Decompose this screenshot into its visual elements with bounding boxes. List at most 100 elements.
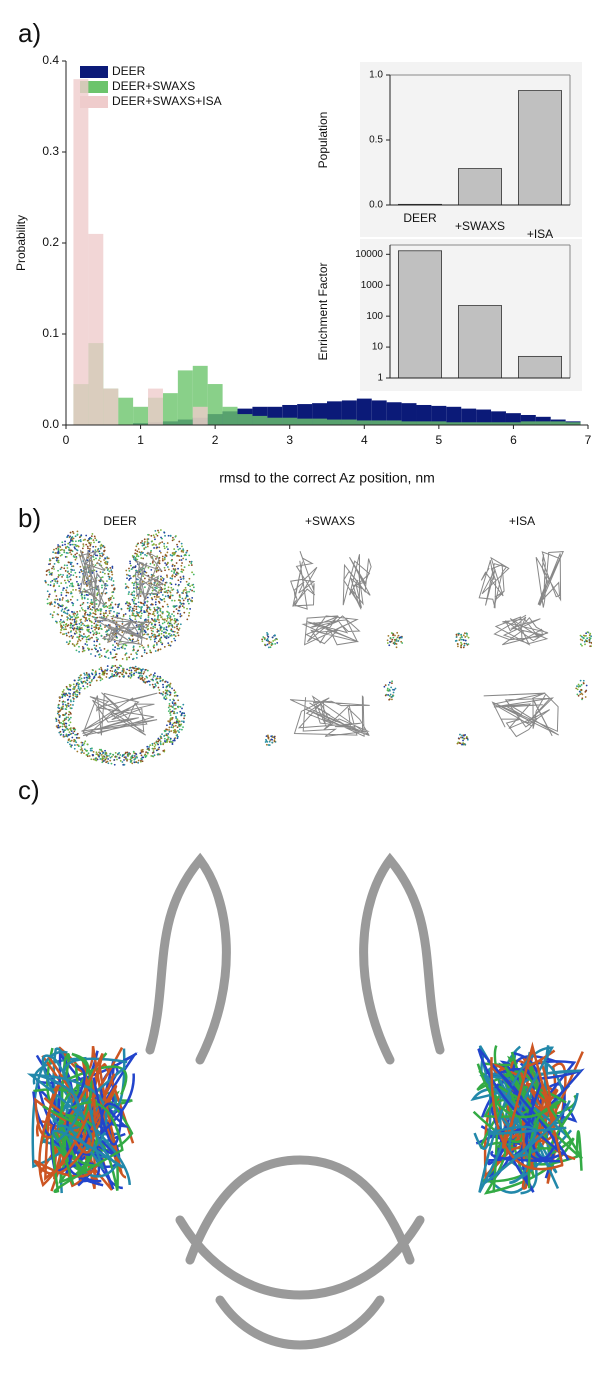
- cloud-dot: [124, 654, 126, 656]
- cloud-dot: [46, 574, 48, 576]
- cloud-dot: [152, 743, 154, 745]
- cloud-dot: [91, 750, 93, 752]
- cloud-dot: [147, 538, 149, 540]
- cloud-dot: [125, 570, 127, 572]
- cloud-dot: [179, 594, 181, 596]
- cloud-dot: [180, 565, 182, 567]
- cloud-dot: [110, 757, 112, 759]
- cloud-dot: [398, 635, 400, 637]
- cloud-dot: [167, 618, 169, 620]
- cloud-dot: [87, 598, 89, 600]
- cloud-dot: [167, 623, 169, 625]
- cloud-dot: [72, 596, 74, 598]
- cloud-dot: [170, 730, 172, 732]
- cloud-dot: [164, 601, 166, 603]
- cloud-dot: [153, 750, 155, 752]
- cloud-dot: [66, 546, 68, 548]
- cloud-dot: [57, 576, 59, 578]
- cloud-dot: [132, 576, 134, 578]
- cloud-dot: [175, 702, 177, 704]
- cloud-dot: [98, 654, 100, 656]
- cloud-dot: [130, 761, 132, 763]
- cloud-dot: [80, 674, 82, 676]
- cloud-dot: [193, 591, 195, 593]
- cloud-dot: [162, 558, 164, 560]
- cloud-dot: [180, 571, 182, 573]
- cloud-dot: [57, 725, 59, 727]
- cloud-dot: [142, 756, 144, 758]
- cloud-dot: [45, 582, 47, 584]
- cloud-dot: [133, 602, 135, 604]
- cloud-dot: [76, 751, 78, 753]
- cloud-dot: [178, 629, 180, 631]
- cloud-dot: [270, 641, 272, 643]
- cloud-dot: [93, 644, 95, 646]
- cloud-dot: [191, 564, 193, 566]
- cloud-dot: [127, 755, 129, 757]
- cloud-dot: [460, 736, 462, 738]
- cloud-dot: [457, 643, 459, 645]
- cloud-dot: [87, 630, 89, 632]
- cloud-dot: [140, 595, 142, 597]
- cloud-dot: [135, 666, 137, 668]
- cloud-dot: [86, 679, 88, 681]
- cloud-dot: [111, 595, 113, 597]
- cloud-dot: [58, 560, 60, 562]
- cloud-dot: [127, 602, 129, 604]
- cloud-dot: [112, 644, 114, 646]
- cloud-dot: [78, 584, 80, 586]
- cloud-dot: [92, 616, 94, 618]
- column-title: +ISA: [509, 514, 535, 528]
- cloud-dot: [77, 613, 79, 615]
- cloud-dot: [153, 611, 155, 613]
- cloud-dot: [144, 753, 146, 755]
- cloud-dot: [73, 683, 75, 685]
- cloud-dot: [150, 755, 152, 757]
- cloud-dot: [175, 535, 177, 537]
- cloud-dot: [147, 606, 149, 608]
- cloud-dot: [71, 740, 73, 742]
- cloud-dot: [95, 633, 97, 635]
- cloud-dot: [105, 612, 107, 614]
- cloud-dot: [72, 613, 74, 615]
- cloud-dot: [460, 642, 462, 644]
- cloud-dot: [85, 544, 87, 546]
- cloud-dot: [68, 562, 70, 564]
- cloud-dot: [58, 585, 60, 587]
- cloud-dot: [589, 645, 591, 647]
- cloud-dot: [67, 734, 69, 736]
- cloud-dot: [56, 558, 58, 560]
- cloud-dot: [157, 611, 159, 613]
- cloud-dot: [79, 628, 81, 630]
- cloud-dot: [68, 714, 70, 716]
- cloud-dot: [96, 751, 98, 753]
- cloud-dot: [152, 590, 154, 592]
- cloud-dot: [77, 737, 79, 739]
- y-axis-label: Enrichment Factor: [316, 262, 330, 360]
- cloud-dot: [174, 740, 176, 742]
- cloud-dot: [103, 760, 105, 762]
- cloud-dot: [142, 751, 144, 753]
- cloud-dot: [268, 643, 270, 645]
- cloud-dot: [396, 643, 398, 645]
- cloud-dot: [72, 540, 74, 542]
- cloud-dot: [393, 689, 395, 691]
- cloud-dot: [267, 633, 269, 635]
- cloud-dot: [180, 623, 182, 625]
- cloud-dot: [112, 591, 114, 593]
- cloud-dot: [110, 599, 112, 601]
- cloud-dot: [70, 624, 72, 626]
- cloud-dot: [158, 619, 160, 621]
- y-tick-label: 1000: [361, 280, 384, 291]
- cloud-dot: [63, 689, 65, 691]
- cloud-dot: [115, 604, 117, 606]
- cloud-dot: [108, 600, 110, 602]
- cloud-dot: [49, 593, 51, 595]
- cloud-dot: [464, 636, 466, 638]
- cloud-dot: [61, 694, 63, 696]
- cloud-dot: [117, 668, 119, 670]
- cloud-dot: [135, 615, 137, 617]
- cloud-dot: [183, 721, 185, 723]
- y-tick-label: 10000: [355, 249, 383, 260]
- cloud-dot: [73, 615, 75, 617]
